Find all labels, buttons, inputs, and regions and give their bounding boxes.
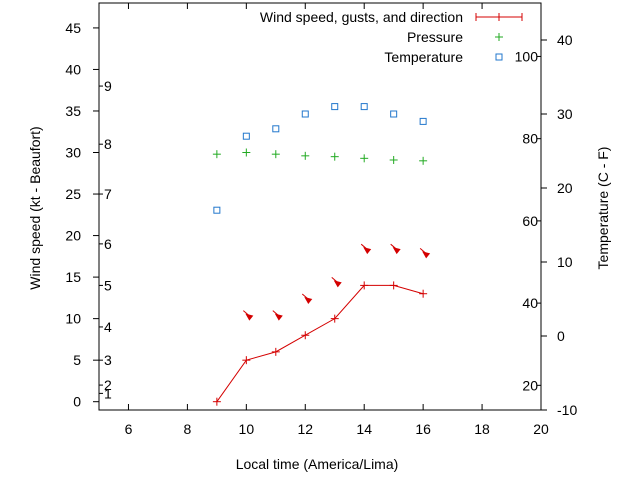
y-tick-label: 5 — [73, 352, 81, 368]
y2-tick-label: 20 — [557, 180, 573, 196]
legend-wind-label: Wind speed, gusts, and direction — [260, 9, 463, 25]
wind-direction-arrowhead — [392, 247, 401, 255]
wind-direction-arrowhead — [245, 313, 254, 321]
x-tick-label: 14 — [356, 421, 372, 437]
wind-direction-arrowhead — [304, 297, 313, 305]
beaufort-label: 2 — [104, 377, 112, 393]
beaufort-label: 9 — [104, 78, 112, 94]
wind-speed-line — [216, 284, 424, 402]
x-tick-label: 8 — [184, 421, 192, 437]
beaufort-label: 3 — [104, 352, 112, 368]
fahrenheit-label: 40 — [522, 295, 538, 311]
temperature-point — [390, 110, 398, 118]
wind-direction-arrowhead — [422, 251, 431, 259]
fahrenheit-label: 80 — [522, 131, 538, 147]
legend-pressure-label: Pressure — [407, 29, 463, 45]
y-tick-label: 35 — [65, 103, 81, 119]
beaufort-label: 5 — [104, 277, 112, 293]
y-tick-label: 10 — [65, 311, 81, 327]
temperature-point — [331, 103, 339, 111]
x-axis-label: Local time (America/Lima) — [236, 456, 399, 472]
beaufort-label: 7 — [104, 186, 112, 202]
y-tick-label: 15 — [65, 269, 81, 285]
beaufort-label: 1 — [104, 385, 112, 401]
wind-direction-arrowhead — [363, 247, 372, 255]
y2-tick-label: 0 — [557, 328, 565, 344]
y-tick-label: 0 — [73, 394, 81, 410]
y2-tick-label: -10 — [557, 402, 577, 418]
y-tick-label: 45 — [65, 20, 81, 36]
x-tick-label: 18 — [474, 421, 490, 437]
wind-direction-arrowhead — [333, 280, 342, 288]
temperature-point — [242, 132, 250, 140]
temperature-point — [360, 103, 368, 111]
fahrenheit-label: 20 — [522, 377, 538, 393]
y-axis-label: Wind speed (kt - Beaufort) — [27, 126, 43, 289]
y-tick-label: 20 — [65, 228, 81, 244]
legend: Wind speed, gusts, and direction Pressure… — [260, 9, 523, 65]
temperature-point — [301, 110, 309, 118]
x-tick-label: 6 — [125, 421, 133, 437]
legend-temperature-marker — [495, 53, 503, 61]
y2-axis-label: Temperature (C - F) — [595, 147, 611, 270]
fahrenheit-label: 60 — [522, 213, 538, 229]
plot-frame — [98, 2, 542, 411]
axis-tick-labels: 6 8 10 12 14 16 18 20051015202530354045-1001020… — [65, 20, 577, 437]
y2-tick-label: 30 — [557, 106, 573, 122]
temperature-point — [213, 206, 221, 214]
beaufort-label: 8 — [104, 136, 112, 152]
beaufort-label: 6 — [104, 236, 112, 252]
y2-tick-label: 40 — [557, 32, 573, 48]
x-tick-label: 10 — [239, 421, 255, 437]
x-tick-label: 16 — [415, 421, 431, 437]
y-tick-label: 30 — [65, 145, 81, 161]
series-layer — [212, 103, 431, 406]
fahrenheit-label: 100 — [515, 48, 539, 64]
temperature-point — [272, 125, 280, 133]
temperature-point — [419, 117, 427, 125]
x-tick-label: 12 — [297, 421, 313, 437]
axis-ticks — [93, 3, 547, 411]
beaufort-label: 4 — [104, 319, 112, 335]
y2-tick-label: 10 — [557, 254, 573, 270]
y-tick-label: 40 — [65, 61, 81, 77]
legend-temperature-label: Temperature — [384, 49, 463, 65]
x-tick-label: 20 — [533, 421, 549, 437]
wind-direction-arrowhead — [274, 313, 283, 321]
y-tick-label: 25 — [65, 186, 81, 202]
